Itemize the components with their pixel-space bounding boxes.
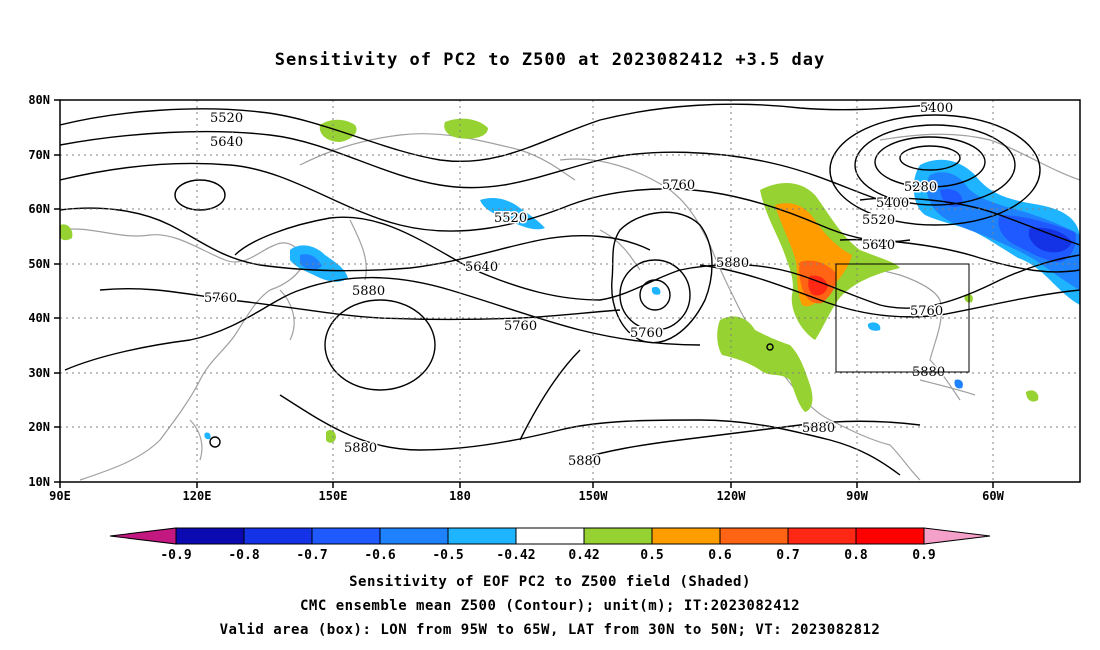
contour-labels: 5400 5520 5640 5760 5280 5400 5520 5640 … — [203, 100, 955, 471]
map-frame — [59, 99, 1081, 483]
colorbar-label: -0.8 — [228, 548, 259, 563]
colorbar-box — [651, 527, 721, 545]
valid-area-box — [835, 263, 970, 373]
lon-label: 120E — [183, 489, 212, 503]
caption-line-2: CMC ensemble mean Z500 (Contour); unit(m… — [299, 598, 800, 614]
colorbar-label: 0.9 — [912, 548, 935, 563]
colorbar-label: -0.6 — [364, 548, 395, 563]
contour-label: 5520 — [862, 213, 895, 228]
lon-label: 120W — [717, 489, 747, 503]
lat-label: 40N — [28, 311, 50, 325]
lon-label: 150W — [579, 489, 609, 503]
colorbar-label: -0.7 — [296, 548, 327, 563]
contour-label: 5880 — [802, 421, 835, 436]
contour-label: 5280 — [904, 180, 937, 195]
latitude-labels: 80N 70N 60N 50N 40N 30N 20N 10N — [28, 93, 50, 489]
sensitivity-shading — [60, 118, 1080, 443]
contour-label: 5760 — [204, 291, 237, 306]
colorbar-box — [311, 527, 381, 545]
caption-line-3: Valid area (box): LON from 95W to 65W, L… — [219, 622, 881, 638]
colorbar: -0.9 -0.8 -0.7 -0.6 -0.5 -0.42 0.42 0.5 0.6 0.7 0.… — [109, 527, 991, 563]
contour-label: 5520 — [210, 111, 243, 126]
colorbar-label: 0.6 — [708, 548, 732, 563]
colorbar-box — [175, 527, 245, 545]
colorbar-box — [787, 527, 857, 545]
lat-label: 30N — [28, 366, 50, 380]
colorbar-box — [719, 527, 789, 545]
lat-label: 20N — [28, 420, 50, 434]
colorbar-box — [447, 527, 517, 545]
contour-label: 5880 — [568, 454, 601, 469]
lat-lon-grid — [60, 100, 1080, 482]
contour-label: 5760 — [662, 178, 695, 193]
lat-label: 70N — [28, 148, 50, 162]
lat-label: 10N — [28, 475, 50, 489]
contour-label: 5640 — [862, 238, 895, 253]
contour-label: 5760 — [630, 326, 663, 341]
lon-label: 60W — [982, 489, 1004, 503]
colorbar-label: -0.5 — [432, 548, 463, 563]
lon-label: 180 — [449, 489, 471, 503]
z500-contours — [60, 103, 1080, 476]
longitude-labels: 90E 120E 150E 180 150W 120W 90W 60W — [49, 489, 1004, 503]
colorbar-label: 0.42 — [568, 548, 599, 563]
lon-label: 90W — [846, 489, 868, 503]
colorbar-box — [515, 527, 585, 545]
colorbar-box — [855, 527, 925, 545]
contour-label: 5400 — [876, 196, 909, 211]
lat-label: 80N — [28, 93, 50, 107]
colorbar-label: -0.9 — [160, 548, 191, 563]
colorbar-end-left — [109, 527, 177, 545]
colorbar-label: 0.8 — [844, 548, 868, 563]
colorbar-label: 0.5 — [640, 548, 663, 563]
colorbar-label: -0.42 — [496, 548, 535, 563]
colorbar-box — [243, 527, 313, 545]
axis-ticks — [54, 99, 994, 488]
colorbar-box — [583, 527, 653, 545]
contour-label: 5520 — [494, 211, 527, 226]
lon-label: 90E — [49, 489, 71, 503]
contour-label: 5400 — [920, 101, 953, 116]
contour-label: 5760 — [910, 304, 943, 319]
contour-label: 5880 — [352, 284, 385, 299]
colorbar-box — [379, 527, 449, 545]
map-title: Sensitivity of PC2 to Z500 at 2023082412… — [274, 50, 826, 70]
lat-label: 50N — [28, 257, 50, 271]
lat-label: 60N — [28, 202, 50, 216]
caption-line-1: Sensitivity of EOF PC2 to Z500 field (Sh… — [349, 574, 751, 590]
colorbar-end-right — [923, 527, 991, 545]
contour-label: 5640 — [210, 135, 243, 150]
colorbar-label: 0.7 — [776, 548, 799, 563]
contour-label: 5640 — [465, 260, 498, 275]
contour-label: 5880 — [344, 441, 377, 456]
lon-label: 150E — [319, 489, 348, 503]
contour-label: 5760 — [504, 319, 537, 334]
